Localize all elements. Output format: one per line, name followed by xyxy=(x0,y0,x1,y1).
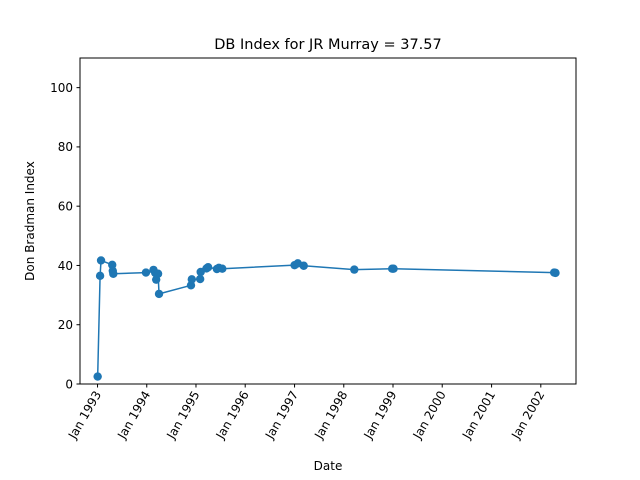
data-point xyxy=(154,289,164,299)
data-point xyxy=(187,275,196,284)
y-tick-label: 100 xyxy=(50,81,73,95)
y-tick-label: 80 xyxy=(58,140,73,154)
plot-frame xyxy=(79,57,577,385)
data-point xyxy=(218,264,227,273)
data-point xyxy=(141,268,151,277)
x-axis-label: Date xyxy=(314,459,343,473)
data-point xyxy=(350,265,359,274)
data-point xyxy=(203,263,213,272)
data-point xyxy=(109,269,118,278)
data-point xyxy=(95,271,105,281)
data-point xyxy=(195,274,205,284)
y-tick-label: 20 xyxy=(58,318,73,332)
data-point xyxy=(153,269,163,278)
y-axis-label: Don Bradman Index xyxy=(23,161,37,281)
chart-title: DB Index for JR Murray = 37.57 xyxy=(214,37,441,53)
data-point xyxy=(93,372,102,381)
plot-area xyxy=(93,256,560,381)
data-point xyxy=(389,264,398,273)
data-point xyxy=(299,261,308,270)
y-axis: 0 20 40 60 80 100 xyxy=(50,81,80,391)
y-tick-label: 40 xyxy=(58,259,73,273)
y-tick-label: 0 xyxy=(65,377,73,391)
data-point xyxy=(551,268,560,278)
data-point xyxy=(96,256,106,265)
y-tick-label: 60 xyxy=(58,199,73,213)
